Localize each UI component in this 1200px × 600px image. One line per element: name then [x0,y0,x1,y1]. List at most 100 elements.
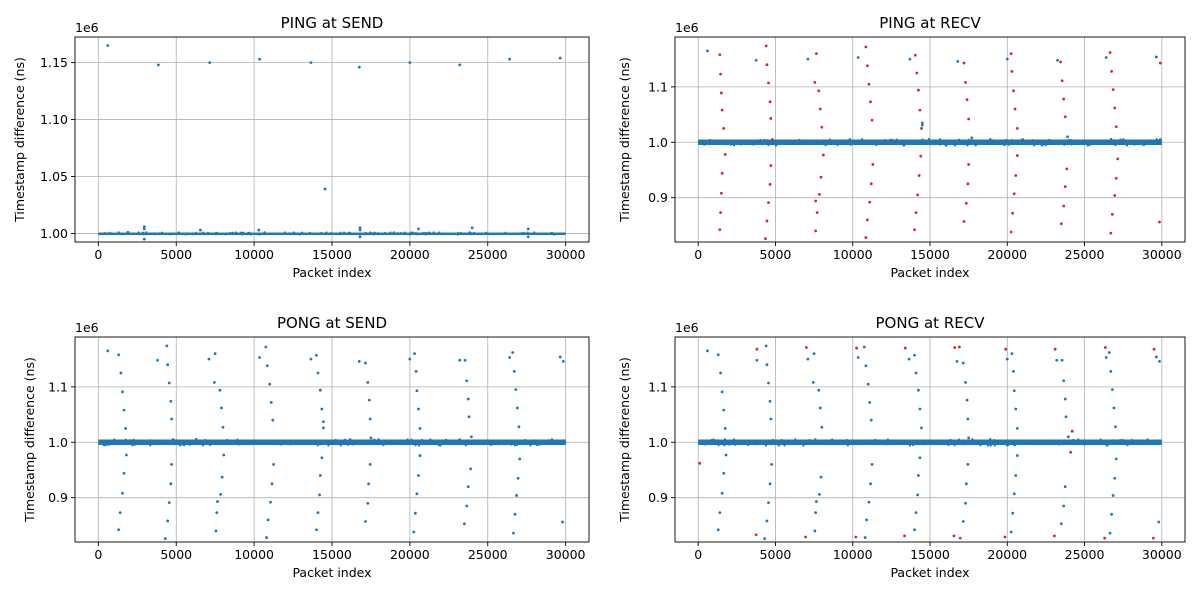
data-point [964,381,967,384]
data-point [718,511,722,515]
data-point [1109,369,1113,373]
data-point [723,153,727,156]
baseline-point [1008,442,1011,446]
data-point [1158,61,1162,65]
data-point [698,461,702,465]
baseline-point [777,444,780,447]
baseline-point [949,438,952,442]
data-point [1110,69,1113,73]
baseline-point [204,438,207,442]
baseline-point [1146,438,1149,441]
baseline-point [765,139,769,142]
baseline-point [1089,142,1092,146]
data-point [856,356,860,359]
baseline-point [822,142,826,145]
baseline-point [912,443,915,447]
baseline-point [1137,439,1140,442]
baseline-point [489,440,493,443]
baseline-point [1069,138,1072,142]
baseline-point [514,442,517,445]
baseline-point [154,233,157,236]
data-point [1110,212,1114,216]
baseline-point [362,440,365,443]
data-point [1005,57,1009,61]
data-point [862,345,866,349]
baseline-point [542,441,545,445]
data-point [470,226,474,230]
baseline-point [306,232,310,235]
data-point [918,108,922,112]
baseline-point [435,440,438,443]
baseline-point [1143,440,1146,443]
baseline-point [717,444,720,447]
data-point [718,53,722,57]
data-point [122,408,126,412]
baseline-point [1065,142,1068,145]
data-point [814,511,818,515]
baseline-point [102,444,106,447]
baseline-point [383,441,386,445]
baseline-point [966,144,969,147]
baseline-point [1124,139,1127,142]
data-point [720,491,724,495]
baseline-point [899,441,903,445]
baseline-point [363,233,366,236]
data-point [812,352,816,356]
baseline-point [315,440,318,443]
data-point [1009,230,1013,234]
data-point [811,381,815,384]
baseline-point [511,439,514,442]
baseline-point [506,439,510,442]
baseline-point [953,144,956,147]
baseline-point [369,442,372,445]
data-point [469,467,473,471]
data-point [1062,504,1066,508]
baseline-point [381,232,384,235]
baseline-point [805,443,808,446]
baseline-point [410,231,413,234]
data-point [754,533,758,537]
baseline-point [826,140,829,143]
baseline-point [738,141,741,144]
data-point [967,163,971,166]
baseline-point [201,444,205,447]
data-point [720,390,724,394]
baseline-point [849,441,852,444]
data-point [463,358,467,362]
baseline-point [1125,144,1129,147]
baseline-point [211,232,214,235]
baseline-point [990,138,993,142]
data-point [1005,357,1009,361]
data-point [768,100,772,104]
baseline-point [1024,441,1028,444]
baseline-point [339,444,342,447]
data-point [916,493,920,497]
data-point [1113,106,1117,110]
data-point [170,463,173,466]
x-axis-label: Packet index [890,565,969,580]
data-point [855,346,858,350]
baseline-point [118,439,121,442]
data-point [318,474,322,477]
x-tick-label: 0 [94,547,102,562]
data-point [268,382,272,386]
baseline-point [369,231,372,234]
data-point [1066,135,1069,139]
data-point [156,63,160,67]
data-point [863,536,867,539]
baseline-point [348,231,351,234]
data-point [142,227,146,231]
data-point [458,63,462,67]
data-point [1158,359,1161,363]
data-point [903,346,907,350]
data-point [920,127,923,130]
baseline-point [349,438,352,441]
data-point [723,427,727,430]
baseline-point [999,142,1002,145]
baseline-point [106,232,110,235]
baseline-point [763,442,766,445]
x-tick-label: 5000 [160,547,192,562]
baseline-point [554,441,557,445]
data-point [514,388,518,392]
x-tick-label: 10000 [833,547,873,562]
